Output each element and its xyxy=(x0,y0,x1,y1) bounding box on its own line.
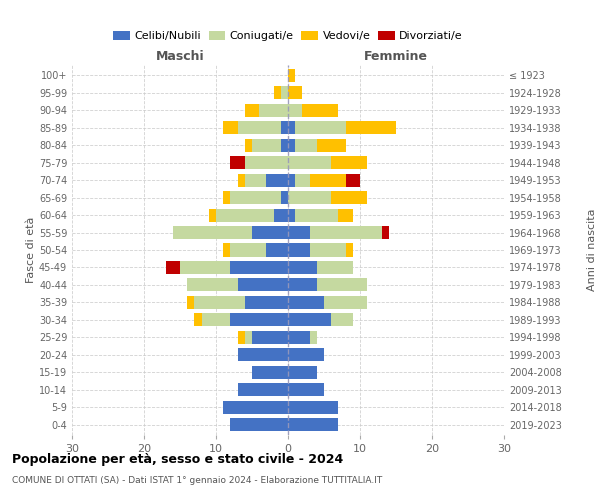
Bar xyxy=(245,138,252,152)
Bar xyxy=(288,296,324,309)
Bar xyxy=(288,69,295,82)
Bar xyxy=(346,122,396,134)
Bar xyxy=(281,191,288,204)
Bar xyxy=(310,244,346,256)
Bar xyxy=(288,400,338,413)
Bar xyxy=(281,86,288,100)
Bar xyxy=(281,122,288,134)
Bar xyxy=(274,86,281,100)
Bar xyxy=(194,314,202,326)
Bar xyxy=(245,104,259,117)
Bar xyxy=(223,400,288,413)
Bar xyxy=(346,244,353,256)
Bar xyxy=(324,296,367,309)
Bar xyxy=(230,156,245,170)
Bar xyxy=(331,156,367,170)
Bar xyxy=(288,244,310,256)
Bar xyxy=(281,138,288,152)
Bar xyxy=(209,208,216,222)
Bar xyxy=(223,191,230,204)
Bar xyxy=(245,156,288,170)
Bar xyxy=(223,122,238,134)
Bar xyxy=(288,208,295,222)
Bar xyxy=(230,244,266,256)
Bar xyxy=(288,261,317,274)
Bar xyxy=(288,86,302,100)
Bar xyxy=(259,104,288,117)
Bar xyxy=(288,138,295,152)
Bar xyxy=(288,104,302,117)
Bar xyxy=(187,278,238,291)
Bar xyxy=(266,244,288,256)
Text: Maschi: Maschi xyxy=(155,50,205,64)
Bar xyxy=(310,330,317,344)
Bar xyxy=(245,330,252,344)
Bar xyxy=(230,191,281,204)
Bar xyxy=(295,174,310,186)
Bar xyxy=(274,208,288,222)
Bar xyxy=(216,208,274,222)
Bar xyxy=(331,314,353,326)
Bar xyxy=(202,314,230,326)
Text: Popolazione per età, sesso e stato civile - 2024: Popolazione per età, sesso e stato civil… xyxy=(12,452,343,466)
Bar xyxy=(302,104,338,117)
Bar xyxy=(295,208,338,222)
Bar xyxy=(310,174,346,186)
Bar xyxy=(317,138,346,152)
Bar xyxy=(180,261,230,274)
Bar xyxy=(238,174,245,186)
Bar xyxy=(346,174,360,186)
Bar xyxy=(245,296,288,309)
Bar xyxy=(238,330,245,344)
Bar xyxy=(288,156,331,170)
Text: Femmine: Femmine xyxy=(364,50,428,64)
Bar xyxy=(382,226,389,239)
Bar xyxy=(252,330,288,344)
Bar xyxy=(238,348,288,362)
Bar xyxy=(245,174,266,186)
Bar xyxy=(288,314,331,326)
Bar xyxy=(230,261,288,274)
Bar xyxy=(338,208,353,222)
Bar xyxy=(252,226,288,239)
Bar xyxy=(288,418,338,431)
Legend: Celibi/Nubili, Coniugati/e, Vedovi/e, Divorziati/e: Celibi/Nubili, Coniugati/e, Vedovi/e, Di… xyxy=(109,26,467,46)
Text: Anni di nascita: Anni di nascita xyxy=(587,209,597,291)
Bar xyxy=(266,174,288,186)
Bar xyxy=(288,366,317,378)
Bar xyxy=(238,122,281,134)
Bar xyxy=(230,418,288,431)
Text: COMUNE DI OTTATI (SA) - Dati ISTAT 1° gennaio 2024 - Elaborazione TUTTITALIA.IT: COMUNE DI OTTATI (SA) - Dati ISTAT 1° ge… xyxy=(12,476,382,485)
Bar xyxy=(230,314,288,326)
Bar xyxy=(166,261,180,274)
Bar xyxy=(223,244,230,256)
Y-axis label: Fasce di età: Fasce di età xyxy=(26,217,36,283)
Bar xyxy=(288,330,310,344)
Bar xyxy=(288,278,317,291)
Bar xyxy=(288,383,324,396)
Bar xyxy=(252,366,288,378)
Bar xyxy=(317,278,367,291)
Bar xyxy=(288,226,310,239)
Bar xyxy=(288,174,295,186)
Bar xyxy=(194,296,245,309)
Bar xyxy=(238,383,288,396)
Bar xyxy=(252,138,281,152)
Bar xyxy=(288,122,295,134)
Bar xyxy=(187,296,194,309)
Bar xyxy=(331,191,367,204)
Bar xyxy=(310,226,382,239)
Bar xyxy=(173,226,252,239)
Bar xyxy=(238,278,288,291)
Bar xyxy=(317,261,353,274)
Bar xyxy=(295,138,317,152)
Bar xyxy=(295,122,346,134)
Bar xyxy=(288,348,324,362)
Bar xyxy=(288,191,331,204)
